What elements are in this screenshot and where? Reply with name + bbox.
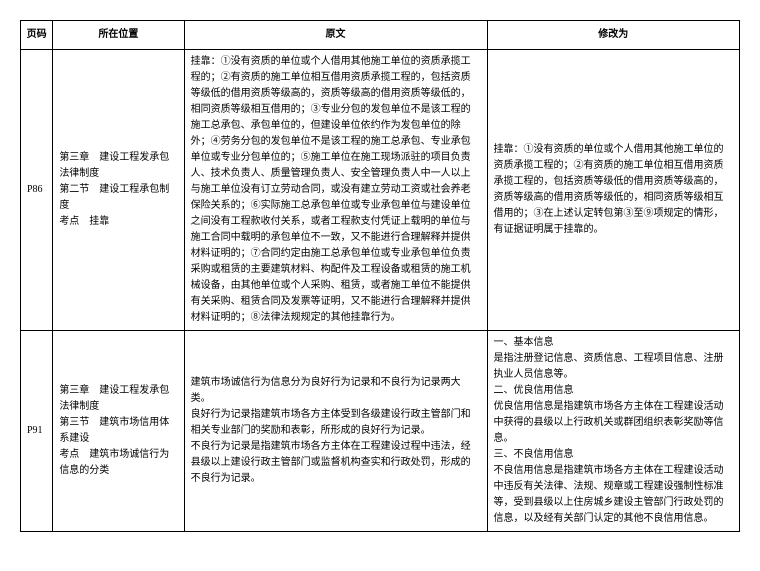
cell-location: 第三章 建设工程发承包法律制度第三节 建筑市场信用体系建设考点 建筑市场诚信行为…	[53, 331, 184, 532]
cell-page: P91	[21, 331, 53, 532]
cell-original: 建筑市场诚信行为信息分为良好行为记录和不良行为记录两大类。良好行为记录指建筑市场…	[184, 331, 487, 532]
header-page: 页码	[21, 21, 53, 50]
header-revised: 修改为	[487, 21, 739, 50]
header-location: 所在位置	[53, 21, 184, 50]
comparison-table: 页码 所在位置 原文 修改为 P86 第三章 建设工程发承包法律制度第二节 建设…	[20, 20, 740, 532]
cell-revised: 一、基本信息是指注册登记信息、资质信息、工程项目信息、注册执业人员信息等。二、优…	[487, 331, 739, 532]
cell-location: 第三章 建设工程发承包法律制度第二节 建设工程承包制度考点 挂靠	[53, 50, 184, 331]
table-header-row: 页码 所在位置 原文 修改为	[21, 21, 740, 50]
cell-original: 挂靠：①没有资质的单位或个人借用其他施工单位的资质承揽工程的；②有资质的施工单位…	[184, 50, 487, 331]
table-row: P91 第三章 建设工程发承包法律制度第三节 建筑市场信用体系建设考点 建筑市场…	[21, 331, 740, 532]
header-original: 原文	[184, 21, 487, 50]
cell-page: P86	[21, 50, 53, 331]
cell-revised: 挂靠：①没有资质的单位或个人借用其他施工单位的资质承揽工程的；②有资质的施工单位…	[487, 50, 739, 331]
table-row: P86 第三章 建设工程发承包法律制度第二节 建设工程承包制度考点 挂靠 挂靠：…	[21, 50, 740, 331]
